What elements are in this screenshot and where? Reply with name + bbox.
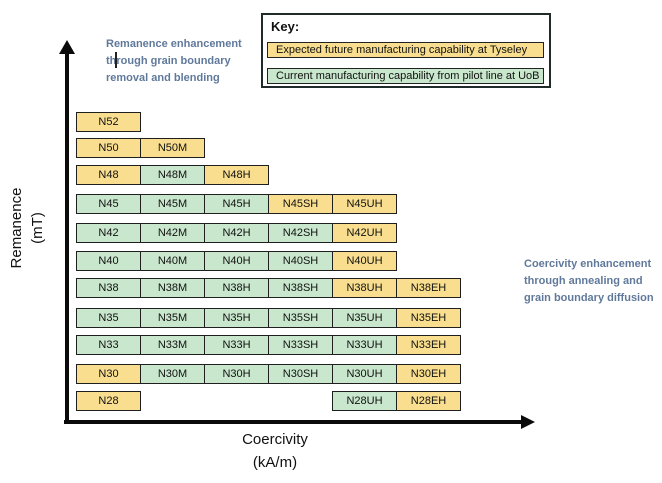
grade-cell-n33uh: N33UH [332,335,397,355]
key-title: Key: [271,19,300,34]
y-axis-label-line1: Remanence [8,187,25,269]
x-axis-line [64,420,522,424]
grade-cell-n28uh: N28UH [332,391,397,411]
grade-cell-n38eh: N38EH [396,278,461,298]
grade-cell-n52: N52 [76,112,141,132]
grade-cell-n42h: N42H [204,223,269,243]
y-axis-label: Remanence (mT) [6,148,50,308]
annotation-line: through annealing and [524,275,643,287]
grade-cell-n38uh: N38UH [332,278,397,298]
grade-cell-n50m: N50M [140,138,205,158]
grade-cell-n35uh: N35UH [332,308,397,328]
grade-cell-n30: N30 [76,364,141,384]
x-axis-label: Coercivity (kA/m) [170,428,380,474]
grade-cell-n40m: N40M [140,251,205,271]
grade-cell-n45sh: N45SH [268,194,333,214]
x-axis-label-line1: Coercivity [242,431,308,448]
grade-cell-n48h: N48H [204,165,269,185]
grade-cell-n33m: N33M [140,335,205,355]
grade-cell-n30eh: N30EH [396,364,461,384]
grade-cell-n42uh: N42UH [332,223,397,243]
grade-cell-n48: N48 [76,165,141,185]
x-axis-label-line2: (kA/m) [252,454,298,471]
remanence-enhancement-annotation: Remanence enhancement through grain bound… [106,36,256,87]
grade-cell-n42: N42 [76,223,141,243]
key-item-future: Expected future manufacturing capability… [267,42,544,58]
grade-cell-n33eh: N33EH [396,335,461,355]
grade-cell-n40h: N40H [204,251,269,271]
grade-cell-n42sh: N42SH [268,223,333,243]
annotation-line: removal and blending [106,72,220,84]
y-axis-label-line2: (mT) [29,212,46,244]
y-axis-line [65,52,69,422]
grade-cell-n35h: N35H [204,308,269,328]
coercivity-enhancement-annotation: Coercivity enhancement through annealing … [524,256,662,307]
grade-cell-n38m: N38M [140,278,205,298]
grade-cell-n35: N35 [76,308,141,328]
annotation-line: through grain boundary [106,55,231,67]
grade-cell-n45uh: N45UH [332,194,397,214]
annotation-line: Remanence enhancement [106,38,242,50]
grade-cell-n28eh: N28EH [396,391,461,411]
grade-cell-n35sh: N35SH [268,308,333,328]
grade-cell-n45m: N45M [140,194,205,214]
grade-cell-n45h: N45H [204,194,269,214]
grade-cell-n50: N50 [76,138,141,158]
grade-cell-n30m: N30M [140,364,205,384]
y-axis-arrowhead-icon [59,40,75,54]
grade-cell-n35m: N35M [140,308,205,328]
grade-cell-n33sh: N33SH [268,335,333,355]
grade-cell-n40: N40 [76,251,141,271]
x-axis-arrowhead-icon [521,415,535,429]
text-cursor [115,52,117,68]
grade-cell-n28: N28 [76,391,141,411]
grade-cell-n40sh: N40SH [268,251,333,271]
grade-cell-n38h: N38H [204,278,269,298]
key-item-current: Current manufacturing capability from pi… [267,68,544,84]
grade-cell-n38: N38 [76,278,141,298]
grade-cell-n30h: N30H [204,364,269,384]
annotation-line: Coercivity enhancement [524,258,652,270]
grade-cell-n30sh: N30SH [268,364,333,384]
grade-cell-n38sh: N38SH [268,278,333,298]
key-legend: Key: Expected future manufacturing capab… [261,13,551,88]
grade-cell-n35eh: N35EH [396,308,461,328]
grade-cell-n48m: N48M [140,165,205,185]
grade-cell-n42m: N42M [140,223,205,243]
annotation-line: grain boundary diffusion [524,292,654,304]
grade-cell-n30uh: N30UH [332,364,397,384]
grade-cell-n45: N45 [76,194,141,214]
grade-cell-n33h: N33H [204,335,269,355]
grade-cell-n40uh: N40UH [332,251,397,271]
grade-cell-n33: N33 [76,335,141,355]
